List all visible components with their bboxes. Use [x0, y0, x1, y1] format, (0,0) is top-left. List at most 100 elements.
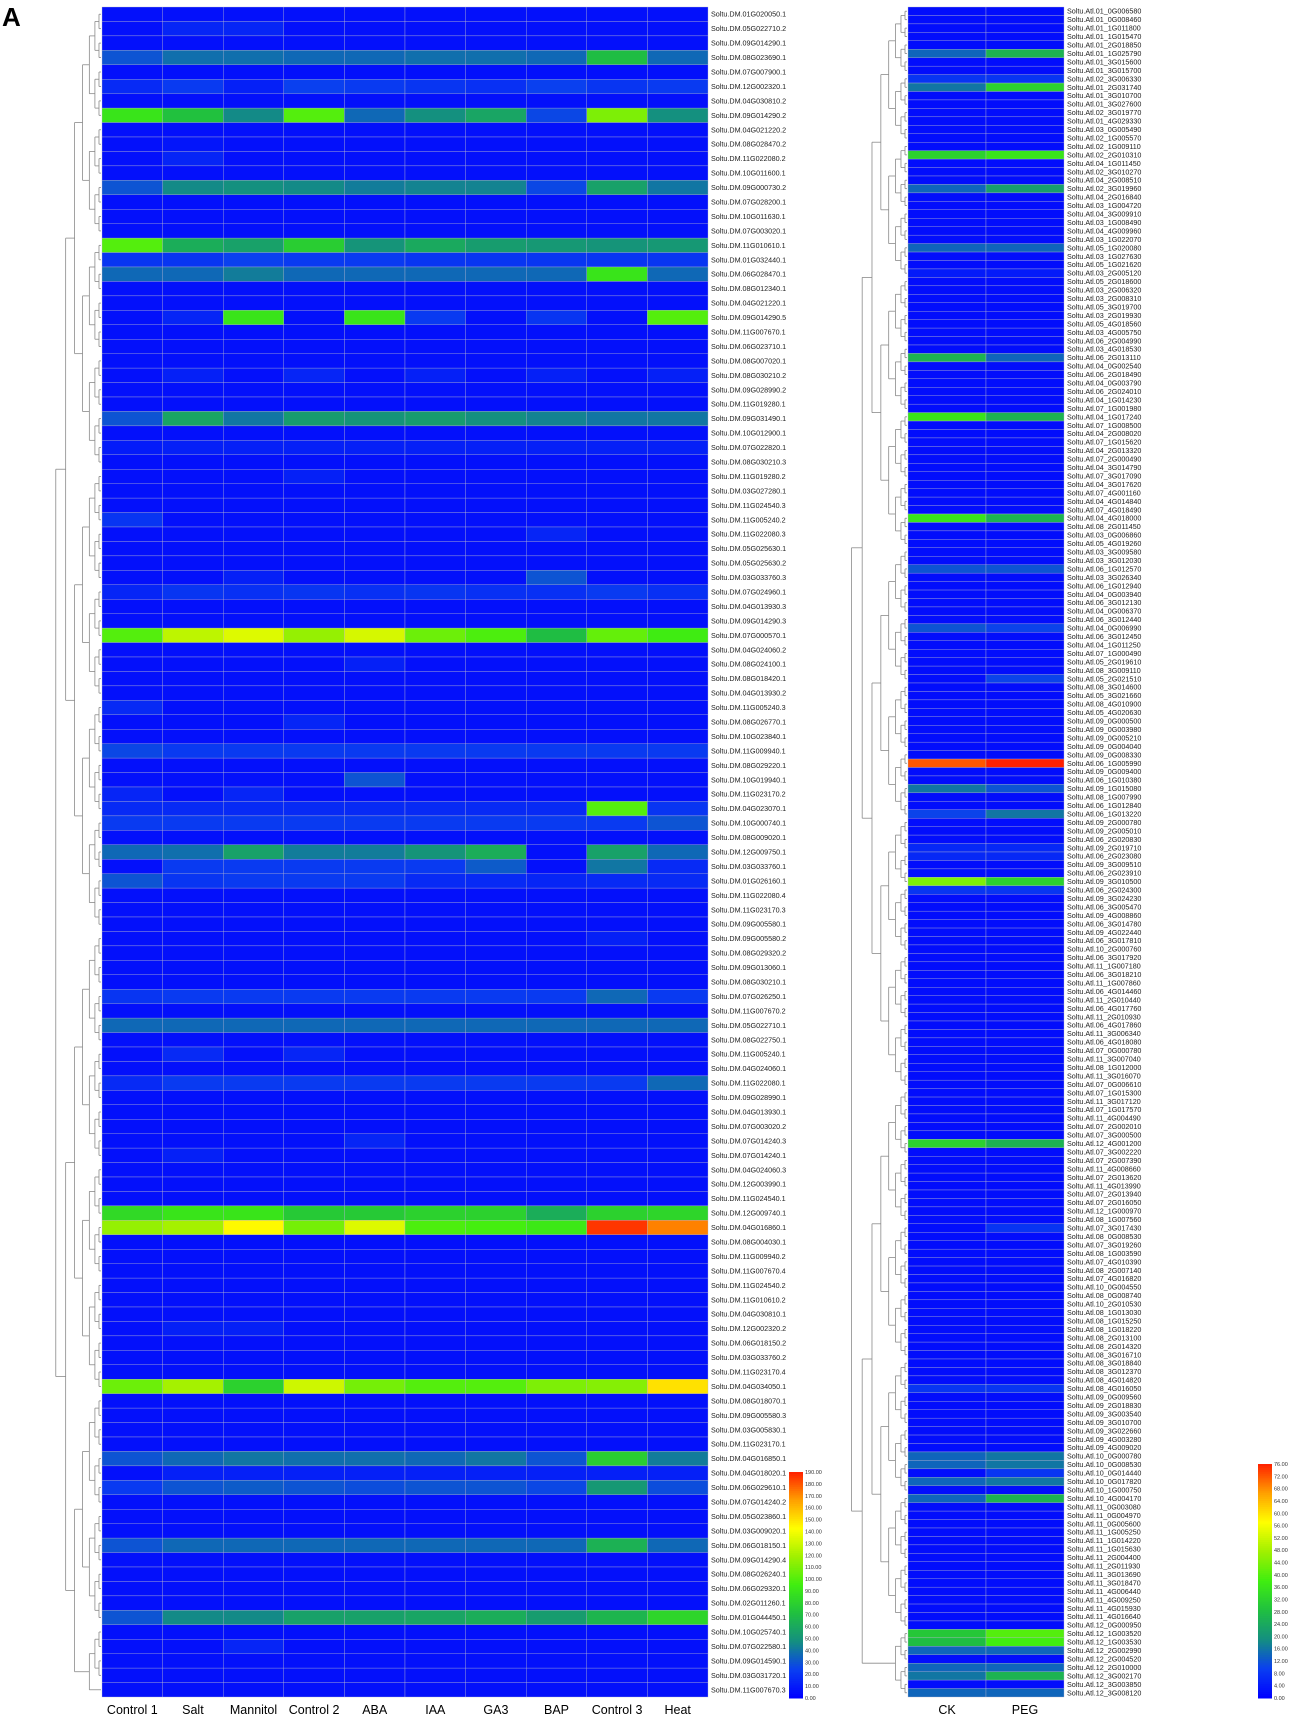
- heatmap-cell: [465, 757, 527, 773]
- heatmap-cell: [526, 266, 587, 282]
- heatmap-cell: [283, 859, 345, 874]
- colorbar-segment: [789, 1607, 803, 1610]
- heatmap-cell: [985, 1392, 1065, 1402]
- heatmap-cell: [586, 786, 648, 802]
- heatmap-cell: [586, 873, 648, 889]
- row-label: Soltu.Atl.05_2G021510: [1067, 674, 1141, 683]
- row-label: Soltu.Atl.05_4G020630: [1067, 708, 1141, 717]
- row-label: Soltu.DM.03G009020.1: [711, 1526, 786, 1535]
- heatmap-cell: [907, 1164, 987, 1174]
- colorbar-segment: [1258, 1569, 1272, 1572]
- heatmap-cell: [223, 1523, 284, 1539]
- heatmap-cell: [526, 844, 587, 860]
- heatmap-cell: [526, 1061, 587, 1077]
- heatmap-cell: [101, 1017, 163, 1033]
- heatmap-cell: [985, 1544, 1065, 1554]
- heatmap-cell: [223, 1321, 284, 1337]
- heatmap-cell: [907, 1663, 987, 1672]
- colorbar-tick-label: 44.00: [1274, 1561, 1288, 1567]
- heatmap-cell: [465, 353, 527, 369]
- heatmap-cell: [985, 74, 1065, 84]
- heatmap-cell: [344, 916, 406, 932]
- colorbar-segment: [1258, 1653, 1272, 1656]
- row-label: Soltu.Atl.10_0G008530: [1067, 1460, 1141, 1469]
- heatmap-cell: [526, 35, 587, 51]
- heatmap-cell: [101, 440, 163, 455]
- heatmap-cell: [647, 960, 709, 975]
- heatmap-cell: [283, 237, 345, 253]
- row-label: Soltu.DM.09G000730.2: [711, 183, 786, 192]
- heatmap-cell: [344, 599, 406, 614]
- heatmap-cell: [344, 1321, 406, 1337]
- heatmap-cell: [586, 1639, 648, 1654]
- heatmap-cell: [283, 873, 345, 889]
- row-label: Soltu.Atl.03_4G005750: [1067, 328, 1141, 337]
- heatmap-cell: [344, 1639, 406, 1654]
- colorbar-segment: [789, 1485, 803, 1488]
- heatmap-cell: [907, 640, 987, 650]
- row-label: Soltu.DM.08G024100.1: [711, 660, 786, 669]
- heatmap-cell: [465, 555, 527, 571]
- row-label: Soltu.DM.03G033760.1: [711, 862, 786, 871]
- colorbar-segment: [1258, 1485, 1272, 1488]
- heatmap-cell: [404, 1162, 466, 1178]
- heatmap-cell: [526, 1003, 587, 1019]
- heatmap-cell: [985, 1527, 1065, 1537]
- heatmap-cell: [344, 165, 406, 181]
- row-label: Soltu.Atl.11_2G004400: [1067, 1553, 1141, 1562]
- heatmap-cell: [344, 1277, 406, 1293]
- heatmap-cell: [283, 396, 345, 412]
- heatmap-cell: [526, 382, 587, 398]
- heatmap-cell: [465, 1509, 527, 1524]
- heatmap-cell: [223, 324, 284, 340]
- row-label: Soltu.Atl.02_3G019770: [1067, 108, 1141, 117]
- heatmap-cell: [985, 758, 1065, 768]
- heatmap-cell: [907, 1637, 987, 1647]
- heatmap-cell: [101, 1263, 163, 1279]
- heatmap-cell: [101, 382, 163, 398]
- heatmap-cell: [162, 743, 224, 759]
- heatmap-cell: [907, 1130, 987, 1140]
- row-label: Soltu.Atl.09_3G003540: [1067, 1409, 1141, 1418]
- row-label: Soltu.DM.10G011630.1: [711, 212, 786, 221]
- heatmap-cell: [647, 1017, 709, 1033]
- colorbar-segment: [789, 1632, 803, 1635]
- row-label: Soltu.Atl.03_4G018530: [1067, 345, 1141, 354]
- heatmap-cell: [101, 1639, 163, 1654]
- heatmap-cell: [465, 1379, 527, 1394]
- heatmap-cell: [101, 1379, 163, 1394]
- row-label: Soltu.DM.11G019280.2: [711, 472, 786, 481]
- heatmap-cell: [647, 526, 709, 542]
- heatmap-cell: [985, 1240, 1065, 1250]
- colorbar-segment: [789, 1541, 803, 1545]
- heatmap-cell: [465, 1422, 527, 1438]
- heatmap-cell: [985, 1603, 1065, 1613]
- colorbar-segment: [1258, 1547, 1272, 1551]
- heatmap-cell: [985, 598, 1065, 608]
- heatmap-cell: [985, 953, 1065, 963]
- heatmap-cell: [985, 32, 1065, 41]
- colorbar-tick-label: 60.00: [805, 1625, 819, 1631]
- heatmap-cell: [344, 1119, 406, 1134]
- heatmap-cell: [344, 541, 406, 557]
- colorbar-segment: [789, 1556, 803, 1560]
- row-label: Soltu.DM.07G003020.1: [711, 226, 786, 235]
- heatmap-cell: [526, 180, 587, 195]
- heatmap-cell: [223, 223, 284, 239]
- heatmap-cell: [526, 1249, 587, 1264]
- heatmap-cell: [907, 589, 987, 599]
- heatmap-cell: [344, 1494, 406, 1510]
- heatmap-cell: [101, 700, 163, 715]
- heatmap-cell: [223, 310, 284, 325]
- column-label: Salt: [182, 1703, 204, 1717]
- colorbar-segment: [1258, 1497, 1272, 1500]
- heatmap-cell: [647, 266, 709, 282]
- heatmap-cell: [465, 1595, 527, 1611]
- heatmap-cell: [162, 339, 224, 354]
- heatmap-cell: [404, 1234, 466, 1250]
- colorbar-segment: [1258, 1545, 1272, 1549]
- heatmap-cell: [223, 1480, 284, 1495]
- heatmap-cell: [162, 440, 224, 455]
- row-label: Soltu.Atl.07_2G007390: [1067, 1156, 1141, 1165]
- heatmap-cell: [344, 1350, 406, 1365]
